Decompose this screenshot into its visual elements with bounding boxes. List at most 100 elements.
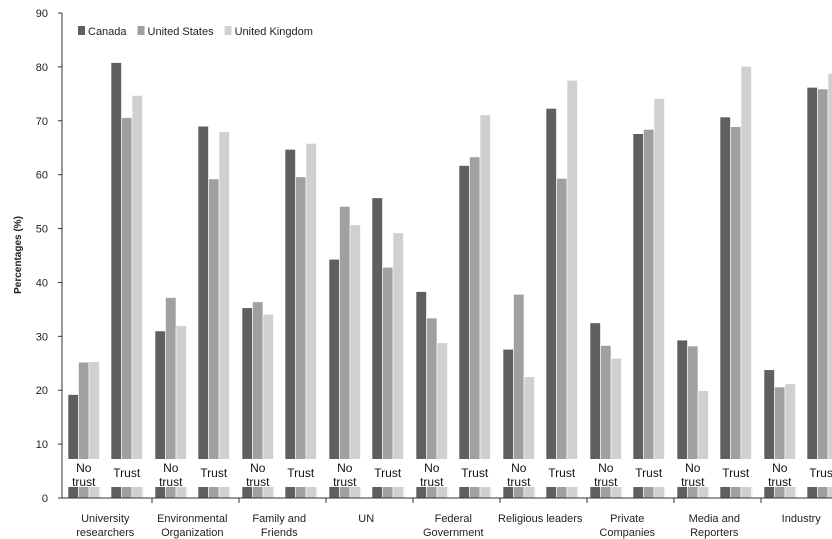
bar-trust-united-kingdom [740,66,752,499]
bar-trust-canada [806,87,818,499]
bar-group-label: Trust [200,466,228,480]
legend-swatch [78,26,85,35]
bar-label-box [416,459,449,487]
bar-trust-canada [719,116,731,499]
bar-group-label: trust [594,475,618,489]
y-tick-label: 40 [36,277,48,289]
bar-label-box [764,459,797,487]
bar-group-label: Trust [113,466,141,480]
category-label: researchers [76,527,135,539]
category-label: Environmental [157,513,227,525]
bar-trust-united-kingdom [131,95,143,499]
x-axis: University researchers Environmental Organi… [62,497,832,539]
bar-label-box [590,459,623,487]
bar-label-box [329,459,362,487]
bar-trust-canada [545,108,557,499]
bar-trust-united-states [295,176,307,499]
bar-group-label: trust [72,475,96,489]
bar-group-label: Trust [374,466,402,480]
bar-label-box [111,459,144,487]
category-label: Media and [689,513,740,525]
bar-group-label: Trust [635,466,663,480]
bar-label-box [546,459,579,487]
bar-trust-united-kingdom [566,80,578,499]
bar-group-label: trust [420,475,444,489]
bar-group-label: Trust [722,466,750,480]
bar-group-label: Trust [287,466,315,480]
bar-label-box [155,459,188,487]
y-tick-label: 20 [36,385,48,397]
bar-group-label: No [424,461,440,475]
bar-group-label: trust [681,475,705,489]
y-tick-label: 60 [36,170,48,182]
category-label: Private [610,513,644,525]
bar-label-box [198,459,231,487]
bar-trust-canada [371,197,383,499]
bar-group-label: Trust [461,466,489,480]
bar-label-box [677,459,710,487]
y-axis-label: Percentages (%) [13,216,24,294]
bar-group-label: trust [246,475,270,489]
bar-group-label: No [685,461,701,475]
bar-group-label: No [163,461,179,475]
bar-group-label: Trust [809,466,832,480]
y-tick-label: 10 [36,439,48,451]
bar-group-label: No [772,461,788,475]
bar-group-label: No [76,461,92,475]
bar-trust-united-kingdom [392,232,404,499]
category-label: University [81,513,130,525]
category-label: Friends [261,527,298,539]
legend-label: United Kingdom [235,26,313,38]
bar-trust-canada [197,125,209,499]
bar-label-box [503,459,536,487]
bar-trust-canada [632,133,644,499]
y-tick-label: 70 [36,116,48,128]
bar-trust-united-states [121,117,133,499]
y-tick-label: 50 [36,224,48,236]
bar-group-label: No [511,461,527,475]
y-axis: 0 10 20 30 40 50 60 70 80 90 [36,8,63,505]
legend-swatch [224,26,232,35]
bar-label-box [242,459,275,487]
bar-group-label: trust [333,475,357,489]
category-label: Religious leaders [498,513,583,525]
bar-group-label: trust [159,475,183,489]
legend: Canada United States United Kingdom [78,26,313,38]
legend-swatch [137,26,145,35]
category-label: Industry [782,513,822,525]
bar-label-box [372,459,405,487]
bar-trust-united-states [643,129,655,499]
y-tick-label: 0 [42,493,48,505]
bar-trust-united-states [817,88,829,499]
category-label: Companies [599,527,655,539]
bar-trust-united-states [730,126,742,499]
bar-label-box [807,459,832,487]
bar-label-box [68,459,101,487]
bar-group-label: Trust [548,466,576,480]
y-tick-label: 80 [36,62,48,74]
y-tick-label: 30 [36,331,48,343]
bar-group-label: No [250,461,266,475]
category-label: Organization [161,527,223,539]
bar-no-trust-united-kingdom [349,224,361,499]
category-label: Family and [252,513,306,525]
bar-trust-united-kingdom [218,131,230,499]
bar-trust-united-states [208,178,220,499]
bar-trust-united-kingdom [827,73,832,499]
y-tick-label: 90 [36,8,48,20]
bar-group-label: No [337,461,353,475]
legend-label: United States [148,26,215,38]
bar-trust-united-kingdom [479,114,491,499]
bar-trust-united-kingdom [305,143,317,499]
bar-group-label: trust [507,475,531,489]
bar-label-box [720,459,753,487]
bar-trust-united-states [469,156,481,499]
bar-trust-canada [458,165,470,499]
bar-label-box [459,459,492,487]
bar-trust-canada [284,149,296,499]
category-label: UN [358,513,374,525]
bar-trust-united-states [556,178,568,499]
bar-trust-canada [110,62,122,499]
